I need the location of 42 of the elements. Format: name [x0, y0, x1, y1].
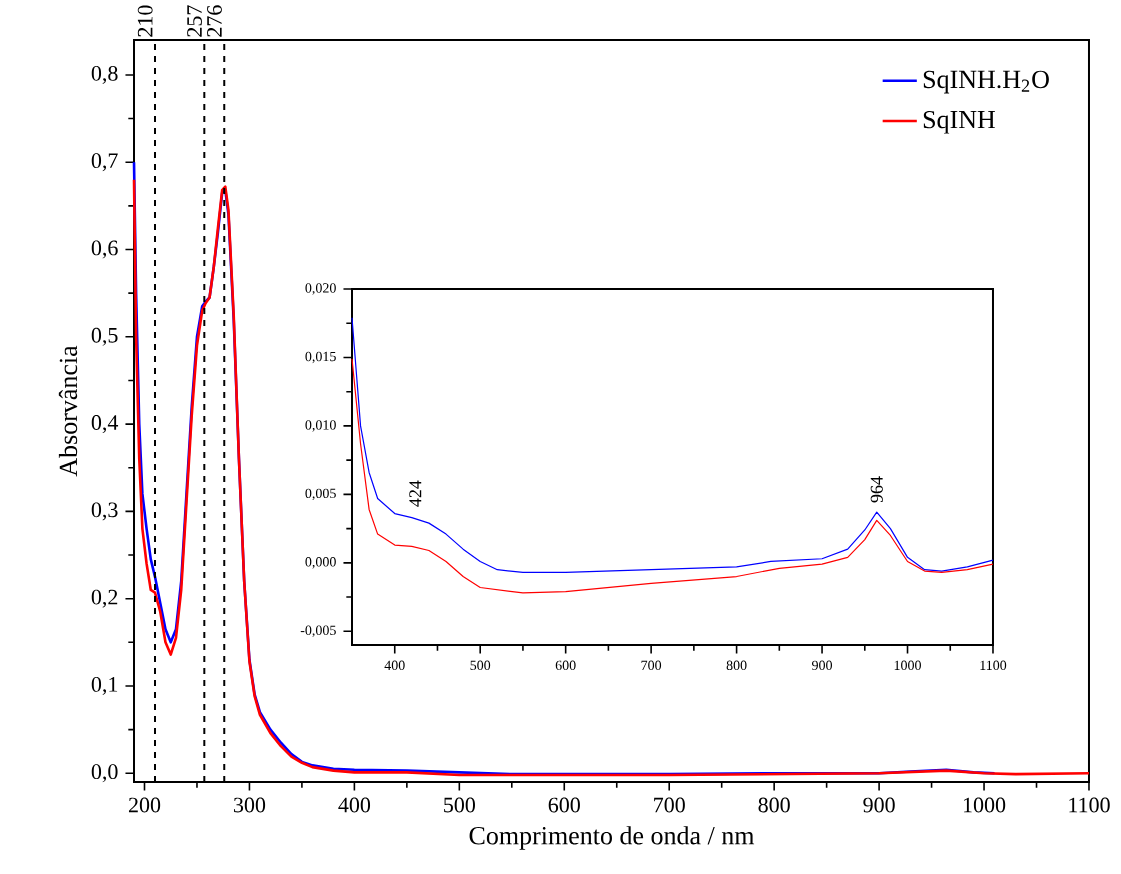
x-tick-label: 900	[863, 797, 895, 813]
x-tick-label: 400	[384, 660, 405, 671]
legend-label: SqINH.H$_{2}$O	[923, 70, 1049, 94]
x-tick-label: 1000	[894, 660, 921, 671]
x-tick-label: 800	[758, 797, 790, 813]
ref-line-label: 257	[187, 5, 202, 37]
x-tick-label: 700	[641, 660, 662, 671]
y-tick-label: 0,020	[305, 283, 336, 295]
x-tick-label: 500	[444, 797, 475, 813]
x-tick-label: 600	[555, 660, 576, 671]
x-tick-label: 700	[654, 797, 685, 813]
ref-line-label: 210	[137, 5, 153, 37]
legend-label: SqINH	[923, 110, 995, 134]
y-tick-label: -0,005	[300, 625, 336, 638]
annotation: 424	[409, 480, 422, 507]
x-tick-label: 1100	[1069, 797, 1110, 813]
y-axis-title: Absorvância	[58, 345, 78, 477]
y-tick-label: 0,000	[305, 557, 336, 569]
x-tick-label: 500	[470, 660, 491, 671]
x-axis-title: Comprimento de onda / nm	[469, 826, 755, 850]
y-tick-label: 0,7	[91, 153, 118, 172]
y-tick-label: 0,005	[305, 488, 336, 501]
y-tick-label: 0,0	[91, 764, 118, 783]
x-tick-label: 300	[234, 797, 266, 813]
y-tick-label: 0,2	[91, 589, 118, 608]
y-tick-label: 0,6	[91, 240, 118, 259]
y-tick-label: 0,010	[305, 420, 336, 432]
x-tick-label: 900	[812, 660, 833, 671]
y-tick-label: 0,8	[91, 65, 118, 84]
y-tick-label: 0,1	[91, 676, 118, 695]
ref-line-label: 276	[207, 5, 222, 37]
y-tick-label: 0,5	[91, 327, 118, 346]
y-tick-label: 0,3	[91, 502, 118, 521]
annotation: 964	[870, 476, 883, 503]
x-tick-label: 600	[548, 797, 580, 813]
x-tick-label: 1000	[963, 797, 1006, 813]
x-tick-label: 800	[726, 660, 747, 671]
y-tick-label: 0,4	[91, 415, 119, 434]
x-tick-label: 1100	[980, 660, 1007, 671]
y-tick-label: 0,015	[305, 351, 336, 364]
x-tick-label: 400	[338, 797, 371, 813]
x-tick-label: 200	[128, 797, 161, 813]
